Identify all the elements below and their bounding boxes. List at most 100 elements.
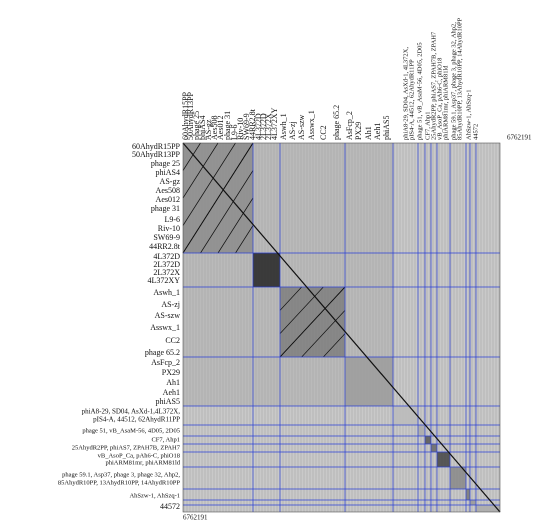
- column-label: 4L372XY: [270, 107, 279, 140]
- off-diagonal-block: [280, 143, 345, 253]
- column-label: phiAS5: [382, 116, 391, 140]
- column-label: phiAS4: [198, 116, 207, 140]
- column-label: Aes508: [210, 116, 219, 140]
- row-label: 25AhydR2PP, phiAS7, ZPAH7B, ZPAH7: [72, 444, 181, 451]
- column-label: phage 31: [223, 111, 232, 140]
- row-label: Asswx_1: [150, 323, 180, 332]
- row-label: AsFcp_2: [151, 358, 180, 367]
- row-label: AhSzw-1, AhSzq-1: [129, 492, 180, 499]
- row-label: 2L372X: [153, 268, 180, 277]
- alignment-line: [182, 142, 236, 226]
- column-label: CC2: [319, 125, 328, 140]
- diagonal-block: [393, 406, 418, 425]
- alignment-line: [200, 170, 254, 254]
- row-label: AS-gz: [160, 177, 181, 186]
- alignment-line: [279, 286, 324, 334]
- diagonal-block: [418, 425, 425, 436]
- column-label: phiARM81mr, phiARM81ld: [442, 65, 449, 140]
- column-label: phage 25: [192, 111, 201, 140]
- row-label: PX29: [162, 368, 180, 377]
- off-diagonal-block: [280, 357, 345, 406]
- off-diagonal-block: [253, 287, 280, 357]
- diagonal-block: [466, 489, 470, 500]
- row-label: CF7, Ahp1: [151, 436, 180, 443]
- off-diagonal-block: [253, 357, 280, 406]
- row-label: phage 25: [151, 159, 180, 168]
- column-label: 44572: [472, 124, 479, 140]
- column-label: phage 59.1, Asp37, phage 3, phage 32, Ah…: [450, 22, 457, 140]
- row-label: Aes508: [156, 186, 180, 195]
- off-diagonal-block: [345, 253, 393, 287]
- row-label: Aes012: [156, 195, 180, 204]
- off-diagonal-block: [183, 253, 253, 287]
- diagonal-block: [470, 500, 476, 505]
- row-label: CC2: [165, 336, 180, 345]
- column-label: phiA8-29, SD04, AsXd-1, 4L372X,: [402, 47, 409, 140]
- column-label: Aeh1: [373, 123, 382, 140]
- row-label: 44RR2.8t: [149, 242, 181, 251]
- column-label: 60AhydR15PP: [181, 91, 190, 140]
- column-label: AsFcp_2: [345, 111, 354, 140]
- column-label: Riv-10: [236, 118, 245, 140]
- row-label: Ah1: [166, 378, 180, 387]
- row-label: phage 51, vB_AsaM-56, 4D05, 2D05: [82, 427, 180, 434]
- row-label: AS-szw: [155, 311, 181, 320]
- off-diagonal-block: [345, 287, 393, 357]
- diagonal-block: [450, 467, 466, 489]
- row-label: Aswh_1: [153, 288, 180, 297]
- alignment-line: [217, 197, 254, 254]
- column-label: Aes012: [216, 116, 225, 140]
- column-label: 2L372D: [259, 113, 268, 140]
- row-label: phage 59.1, Asp37, phage 3, phage 32, Ah…: [62, 471, 180, 478]
- row-label: phiAS4: [156, 168, 180, 177]
- column-label: phage 51, vB_AsaM-56, 4D05, 2D05: [416, 42, 423, 140]
- alignment-line: [323, 333, 346, 358]
- column-label: 2L372X: [264, 113, 273, 140]
- off-diagonal-block: [280, 253, 345, 287]
- diagonal-block: [476, 505, 500, 512]
- off-diagonal-block: [345, 143, 393, 253]
- column-label: vB_AsoP_Ca, pAh6-C, phiO18: [436, 58, 443, 140]
- alignment-line: [301, 310, 346, 358]
- off-diagonal-block: [253, 143, 280, 253]
- column-label: Asswx_1: [307, 110, 316, 140]
- row-label: Riv-10: [158, 224, 180, 233]
- row-label: 4L372D: [153, 252, 180, 261]
- column-label: AS-zj: [288, 121, 297, 140]
- row-label: phiARM81mr, phiARM81ld: [106, 459, 181, 466]
- row-label: pIS4-A, 44512, 62AhydR11PP: [93, 416, 180, 424]
- column-label: pIS4-A, 44512, 62AhydR11PP: [408, 59, 415, 140]
- row-label: phiA8-29, SD04, AsXd-1,4L372X,: [82, 408, 181, 416]
- diagonal-block: [253, 253, 280, 287]
- row-label: 85AhydR10PP, 13AhydR10PP, 14AhydR10PP: [58, 479, 180, 486]
- column-label: 25AhydR2PP, phiAS7, ZPAH7B, ZPAH7: [430, 31, 437, 140]
- alignment-line: [182, 142, 201, 171]
- column-label: 85AhydR10PP, 13AhydR10PP, 14AhydR10PP: [456, 18, 463, 140]
- off-diagonal-block: [183, 357, 253, 406]
- matrix-frame: [182, 142, 501, 513]
- row-label: Aeh1: [163, 388, 180, 397]
- alignment-line: [182, 142, 254, 254]
- row-label: 4L372XY: [148, 276, 181, 285]
- alignment-line: [279, 286, 302, 311]
- row-label: AS-zj: [161, 300, 180, 309]
- row-label: phage 65.2: [145, 348, 180, 357]
- diagonal-block: [345, 357, 393, 406]
- column-label: AhSzw-1, AhSzq-1: [465, 89, 472, 140]
- column-label: 4L372D: [254, 113, 263, 140]
- row-label: 60AhydR15PP: [132, 142, 181, 151]
- diagonal-block: [425, 436, 431, 444]
- off-diagonal-block: [183, 287, 253, 357]
- row-label: 2L372D: [153, 260, 180, 269]
- alignment-line: [235, 225, 254, 254]
- column-label: SW69-9: [242, 113, 251, 140]
- column-label: phage 65.2: [332, 105, 341, 140]
- row-label: 44572: [160, 502, 180, 511]
- genome-length-top: 6762191: [507, 134, 532, 142]
- diagonal-block: [437, 452, 450, 467]
- alignment-line: [182, 142, 219, 199]
- column-label: PX29: [354, 122, 363, 140]
- diagonal-block: [431, 444, 437, 452]
- column-label: AS-szw: [297, 114, 306, 140]
